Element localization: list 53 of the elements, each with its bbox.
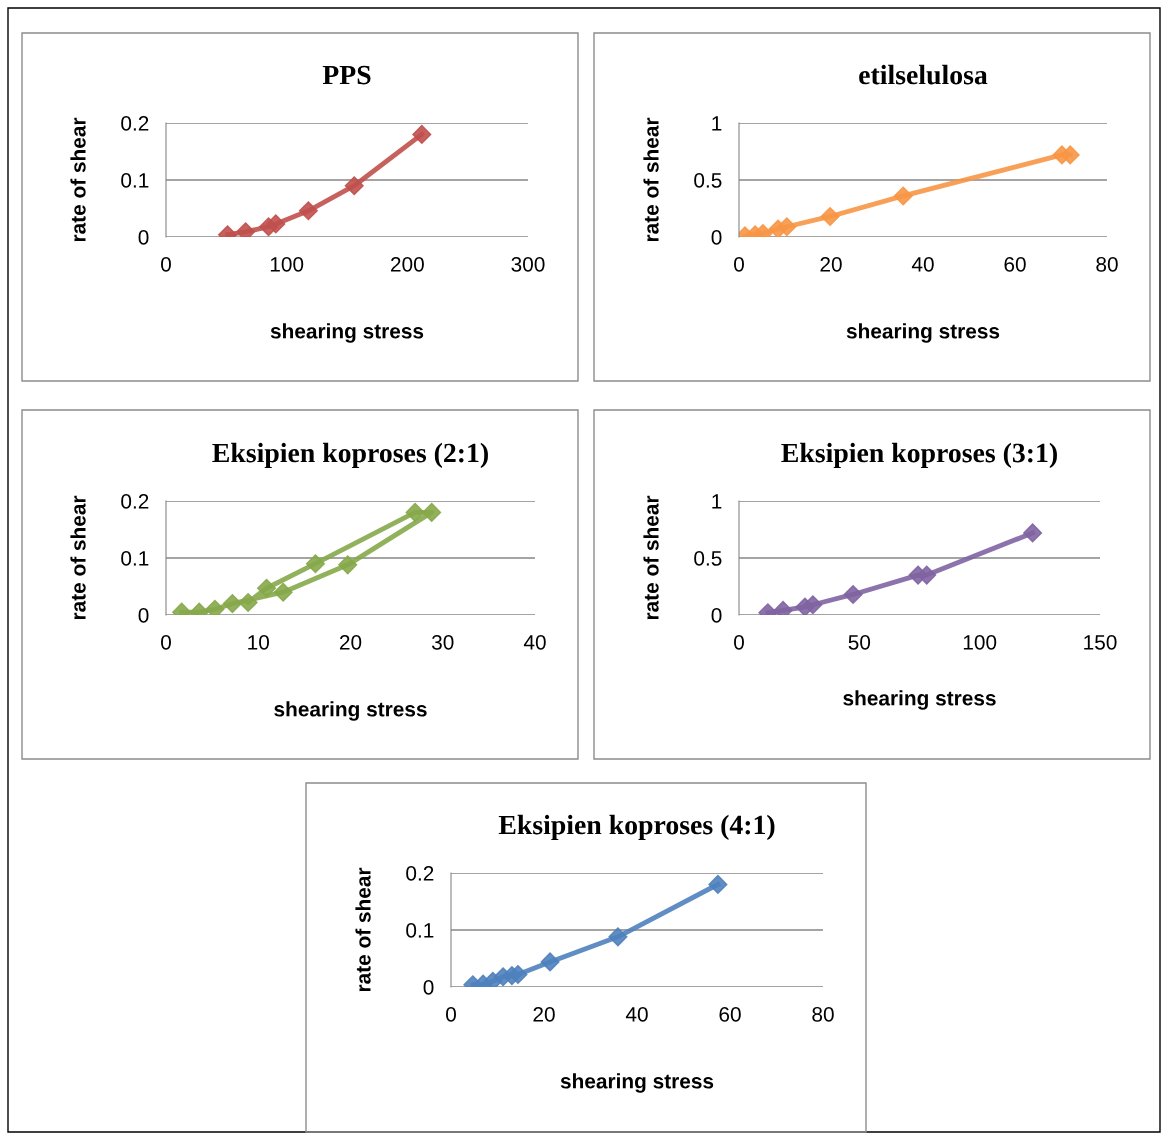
x-tick-label: 20 [533, 1006, 555, 1022]
x-tick-label: 0 [161, 634, 171, 650]
y-tick-label: 0.1 [406, 923, 434, 938]
x-tick-label: 80 [812, 1006, 834, 1022]
y-axis-title: rate of shear [643, 495, 659, 620]
y-axis-title: rate of shear [643, 117, 659, 242]
x-tick-label: 0 [734, 634, 744, 650]
x-tick-label: 100 [270, 256, 304, 272]
x-tick-label: 40 [911, 256, 934, 272]
chart-title: etilselulosa [859, 64, 988, 85]
x-tick-label: 100 [963, 634, 997, 650]
x-tick-label: 200 [391, 256, 424, 272]
x-tick-label: 80 [1096, 256, 1118, 272]
x-tick-label: 50 [848, 634, 871, 650]
x-tick-label: 20 [820, 256, 842, 272]
x-tick-label: 10 [248, 634, 270, 650]
y-tick-label: 0 [711, 608, 722, 623]
x-tick-label: 40 [625, 1006, 648, 1022]
x-tick-label: 30 [431, 634, 454, 650]
y-tick-label: 0 [138, 230, 149, 245]
x-tick-label: 60 [1004, 256, 1026, 272]
y-tick-label: 0 [711, 230, 722, 245]
y-tick-label: 0.2 [121, 116, 149, 131]
y-axis-title: rate of shear [355, 867, 371, 992]
x-axis-title: shearing stress [274, 701, 427, 721]
x-axis-title: shearing stress [843, 690, 996, 710]
y-tick-label: 0.2 [406, 866, 434, 881]
x-tick-label: 60 [719, 1006, 741, 1022]
x-tick-label: 0 [161, 256, 171, 272]
chart-title: Eksipien koproses (3:1) [781, 442, 1057, 469]
x-tick-label: 150 [1084, 634, 1117, 650]
y-tick-label: 1 [712, 494, 722, 509]
y-tick-label: 0.1 [121, 173, 149, 188]
x-tick-label: 40 [523, 634, 546, 650]
y-tick-label: 0 [423, 980, 434, 995]
chart-title: Eksipien koproses (2:1) [212, 442, 488, 469]
x-tick-label: 0 [446, 1006, 456, 1022]
y-tick-label: 0.1 [121, 551, 149, 566]
y-tick-label: 0.5 [694, 551, 722, 566]
chart-title: Eksipien koproses (4:1) [498, 814, 775, 841]
y-tick-label: 0.2 [121, 494, 149, 509]
x-tick-label: 20 [339, 634, 362, 650]
y-tick-label: 0 [138, 608, 149, 623]
x-tick-label: 300 [511, 256, 545, 272]
y-tick-label: 1 [712, 116, 722, 131]
x-axis-title: shearing stress [270, 323, 424, 343]
x-tick-label: 0 [734, 256, 744, 272]
y-tick-label: 0.5 [694, 173, 722, 188]
y-axis-title: rate of shear [70, 117, 86, 242]
x-axis-title: shearing stress [846, 323, 1000, 343]
chart-title: PPS [322, 65, 371, 85]
y-axis-title: rate of shear [70, 495, 86, 620]
x-axis-title: shearing stress [560, 1073, 714, 1093]
